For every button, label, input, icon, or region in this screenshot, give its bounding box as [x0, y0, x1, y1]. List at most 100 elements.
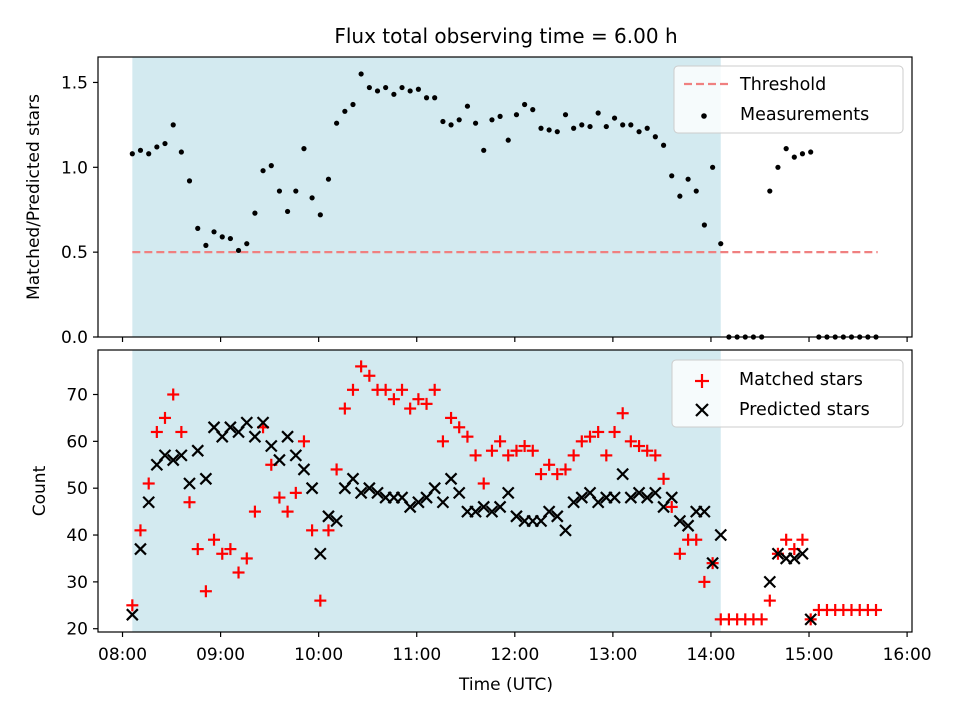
predicted-stars-point-b	[330, 514, 343, 528]
x-axis-title: Time (UTC)	[458, 675, 553, 695]
predicted-stars-point-b	[224, 421, 237, 434]
measurement-point	[808, 149, 814, 155]
predicted-stars-point-b	[665, 491, 679, 504]
predicted-stars-point-b	[305, 481, 319, 495]
matched-stars-point	[191, 543, 204, 556]
matched-stars-point	[551, 468, 564, 481]
predicted-stars-point-b	[314, 547, 327, 561]
predicted-stars-point-b	[698, 505, 711, 518]
predicted-stars-point	[771, 547, 785, 561]
measurement-point	[186, 178, 193, 184]
predicted-stars-point	[501, 486, 515, 500]
legend-label-matched: Matched stars	[739, 370, 863, 390]
bottom-y-tick-label: 20	[66, 620, 88, 640]
measurement-point	[129, 151, 135, 157]
predicted-stars-point	[363, 481, 376, 495]
predicted-stars-point	[804, 613, 817, 626]
predicted-stars-point	[224, 421, 237, 434]
measurement-point	[497, 113, 503, 119]
predicted-stars-point	[436, 495, 450, 509]
matched-stars-point	[534, 468, 547, 481]
matched-stars-point	[175, 425, 188, 438]
matched-stars-point	[600, 449, 613, 462]
matched-stars-point	[526, 444, 539, 457]
measurement-point	[227, 235, 233, 242]
measurement-point	[701, 222, 707, 228]
predicted-stars-point-b	[493, 500, 507, 514]
predicted-legend-swatch	[695, 403, 709, 417]
measurement-point	[669, 173, 675, 179]
matched-stars-point	[567, 449, 580, 462]
predicted-stars-point-b	[134, 542, 147, 556]
predicted-stars-point-b	[175, 449, 188, 462]
predicted-stars-point	[183, 477, 196, 490]
bottom-legend: Matched stars Predicted stars	[671, 359, 904, 428]
matched-stars-point	[248, 505, 261, 518]
predicted-stars-point-b	[395, 491, 409, 504]
predicted-stars-point-b	[289, 449, 303, 462]
predicted-stars-point-b	[567, 495, 580, 509]
measurement-point	[677, 193, 683, 199]
measurements-legend-swatch	[701, 113, 707, 119]
predicted-stars-point-b	[469, 505, 482, 518]
measurement-point	[284, 208, 291, 215]
predicted-stars-point-b	[616, 467, 629, 481]
predicted-stars-point	[550, 510, 564, 523]
bottom-y-tick-label: 60	[66, 432, 88, 452]
predicted-stars-point-b	[575, 491, 589, 504]
predicted-stars-point-b	[166, 453, 180, 467]
legend-label-predicted: Predicted stars	[739, 400, 870, 420]
matched-stars-point	[592, 425, 605, 438]
measurement-point	[505, 137, 511, 143]
predicted-stars-point	[126, 608, 139, 621]
predicted-stars-point	[256, 416, 270, 429]
measurement-point	[652, 134, 658, 140]
predicted-stars-point-b	[248, 430, 262, 443]
matched-stars-point	[396, 383, 409, 396]
predicted-stars-point	[616, 467, 629, 481]
measurement-point	[636, 129, 642, 135]
matched-stars-point	[763, 594, 776, 607]
matched-stars-point	[338, 402, 351, 415]
predicted-stars-point	[714, 528, 728, 542]
predicted-stars-point-b	[191, 444, 205, 457]
predicted-stars-point	[763, 575, 777, 589]
bottom-y-tick-label: 70	[66, 386, 88, 406]
predicted-stars-point-b	[265, 439, 278, 453]
predicted-stars-point	[158, 449, 172, 462]
measurement-point	[579, 122, 585, 128]
predicted-stars-point-b	[649, 486, 662, 500]
predicted-stars-point	[314, 547, 327, 561]
predicted-stars-point	[403, 500, 417, 514]
matched-stars-point	[665, 500, 678, 513]
matched-stars-point	[502, 449, 515, 462]
matched-stars-point	[142, 477, 155, 490]
measurement-point	[391, 91, 397, 97]
matched-stars-point	[150, 425, 163, 438]
predicted-stars-point-b	[771, 547, 785, 561]
matched-stars-point	[240, 552, 253, 565]
predicted-stars-point-b	[485, 505, 499, 518]
measurement-point	[710, 164, 716, 170]
predicted-stars-point-b	[788, 552, 801, 565]
matched-stars-point	[780, 533, 793, 546]
measurement-point	[407, 88, 413, 94]
matched-stars-point	[420, 397, 433, 410]
observing-window-shade-top	[132, 57, 721, 337]
measurement-point	[538, 125, 544, 131]
measurement-point	[791, 154, 797, 160]
matched-stars-point	[510, 444, 523, 457]
measurement-point	[464, 103, 471, 109]
measurement-point	[178, 149, 184, 155]
predicted-stars-point	[289, 449, 303, 462]
bottom-series-predicted-stars	[126, 416, 817, 626]
measurement-point	[775, 164, 781, 170]
measurement-point	[415, 86, 422, 92]
predicted-stars-point-b	[673, 514, 687, 528]
top-y-axis-title: Matched/Predicted stars	[24, 94, 44, 300]
matched-stars-point	[224, 543, 237, 556]
predicted-stars-point-b	[412, 495, 425, 509]
predicted-stars-point	[640, 491, 654, 504]
